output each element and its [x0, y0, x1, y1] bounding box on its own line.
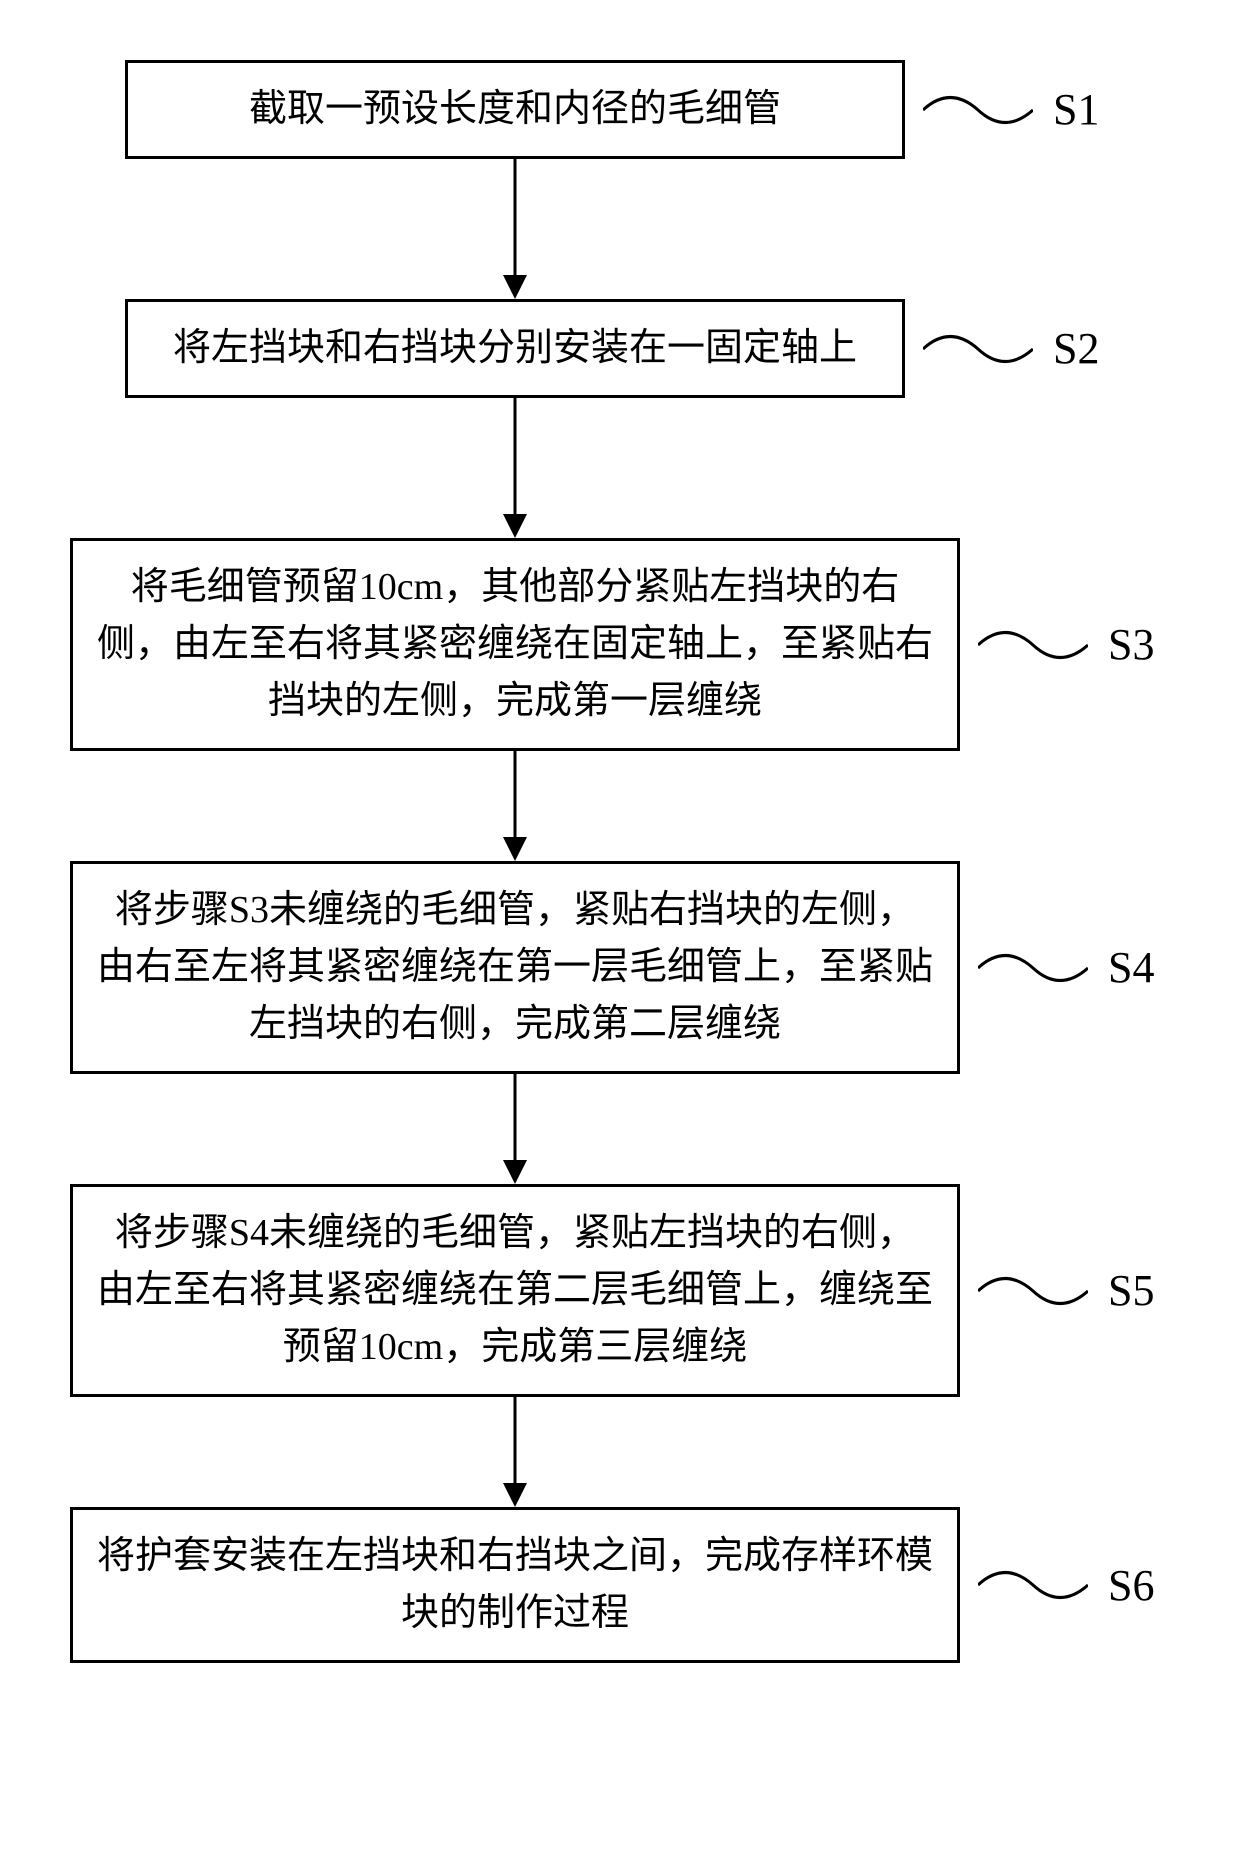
step-text: 将左挡块和右挡块分别安装在一固定轴上: [173, 320, 857, 377]
step-row-s2: 将左挡块和右挡块分别安装在一固定轴上 S2: [70, 299, 1170, 398]
step-label-s1: S1: [1053, 84, 1099, 135]
step-box-s2: 将左挡块和右挡块分别安装在一固定轴上: [125, 299, 905, 398]
arrow-down-icon: [495, 1397, 535, 1507]
step-label-s2: S2: [1053, 323, 1099, 374]
step-label-s5: S5: [1108, 1265, 1154, 1316]
arrow-down-icon: [495, 398, 535, 538]
step-row-s6: 将护套安装在左挡块和右挡块之间，完成存样环模块的制作过程 S6: [70, 1507, 1170, 1663]
step-box-s3: 将毛细管预留10cm，其他部分紧贴左挡块的右侧，由左至右将其紧密缠绕在固定轴上，…: [70, 538, 960, 751]
step-box-s6: 将护套安装在左挡块和右挡块之间，完成存样环模块的制作过程: [70, 1507, 960, 1663]
step-text: 将步骤S3未缠绕的毛细管，紧贴右挡块的左侧，由右至左将其紧密缠绕在第一层毛细管上…: [97, 882, 933, 1053]
arrow-s1-s2: [70, 159, 960, 299]
arrow-s3-s4: [70, 751, 960, 861]
step-row-s4: 将步骤S3未缠绕的毛细管，紧贴右挡块的左侧，由右至左将其紧密缠绕在第一层毛细管上…: [70, 861, 1170, 1074]
step-row-s1: 截取一预设长度和内径的毛细管 S1: [70, 60, 1170, 159]
label-connector-s3: [978, 625, 1088, 665]
flowchart-container: 截取一预设长度和内径的毛细管 S1 将左挡块和右挡块分别安装在一固定轴上 S2: [70, 60, 1170, 1663]
step-label-s6: S6: [1108, 1560, 1154, 1611]
step-text: 截取一预设长度和内径的毛细管: [249, 81, 781, 138]
label-connector-s1: [923, 90, 1033, 130]
step-text: 将步骤S4未缠绕的毛细管，紧贴左挡块的右侧，由左至右将其紧密缠绕在第二层毛细管上…: [97, 1205, 933, 1376]
step-text: 将毛细管预留10cm，其他部分紧贴左挡块的右侧，由左至右将其紧密缠绕在固定轴上，…: [97, 559, 933, 730]
arrow-down-icon: [495, 1074, 535, 1184]
label-connector-s2: [923, 329, 1033, 369]
wave-connector-icon: [978, 948, 1088, 988]
step-label-s3: S3: [1108, 619, 1154, 670]
arrow-down-icon: [495, 751, 535, 861]
wave-connector-icon: [978, 1565, 1088, 1605]
label-connector-s5: [978, 1271, 1088, 1311]
wave-connector-icon: [978, 1271, 1088, 1311]
wave-connector-icon: [923, 329, 1033, 369]
arrow-s2-s3: [70, 398, 960, 538]
wave-connector-icon: [978, 625, 1088, 665]
step-row-s5: 将步骤S4未缠绕的毛细管，紧贴左挡块的右侧，由左至右将其紧密缠绕在第二层毛细管上…: [70, 1184, 1170, 1397]
label-connector-s6: [978, 1565, 1088, 1605]
label-connector-s4: [978, 948, 1088, 988]
step-box-s5: 将步骤S4未缠绕的毛细管，紧贴左挡块的右侧，由左至右将其紧密缠绕在第二层毛细管上…: [70, 1184, 960, 1397]
arrow-down-icon: [495, 159, 535, 299]
wave-connector-icon: [923, 90, 1033, 130]
step-text: 将护套安装在左挡块和右挡块之间，完成存样环模块的制作过程: [97, 1528, 933, 1642]
step-box-s4: 将步骤S3未缠绕的毛细管，紧贴右挡块的左侧，由右至左将其紧密缠绕在第一层毛细管上…: [70, 861, 960, 1074]
arrow-s4-s5: [70, 1074, 960, 1184]
step-label-s4: S4: [1108, 942, 1154, 993]
step-box-s1: 截取一预设长度和内径的毛细管: [125, 60, 905, 159]
step-row-s3: 将毛细管预留10cm，其他部分紧贴左挡块的右侧，由左至右将其紧密缠绕在固定轴上，…: [70, 538, 1170, 751]
arrow-s5-s6: [70, 1397, 960, 1507]
